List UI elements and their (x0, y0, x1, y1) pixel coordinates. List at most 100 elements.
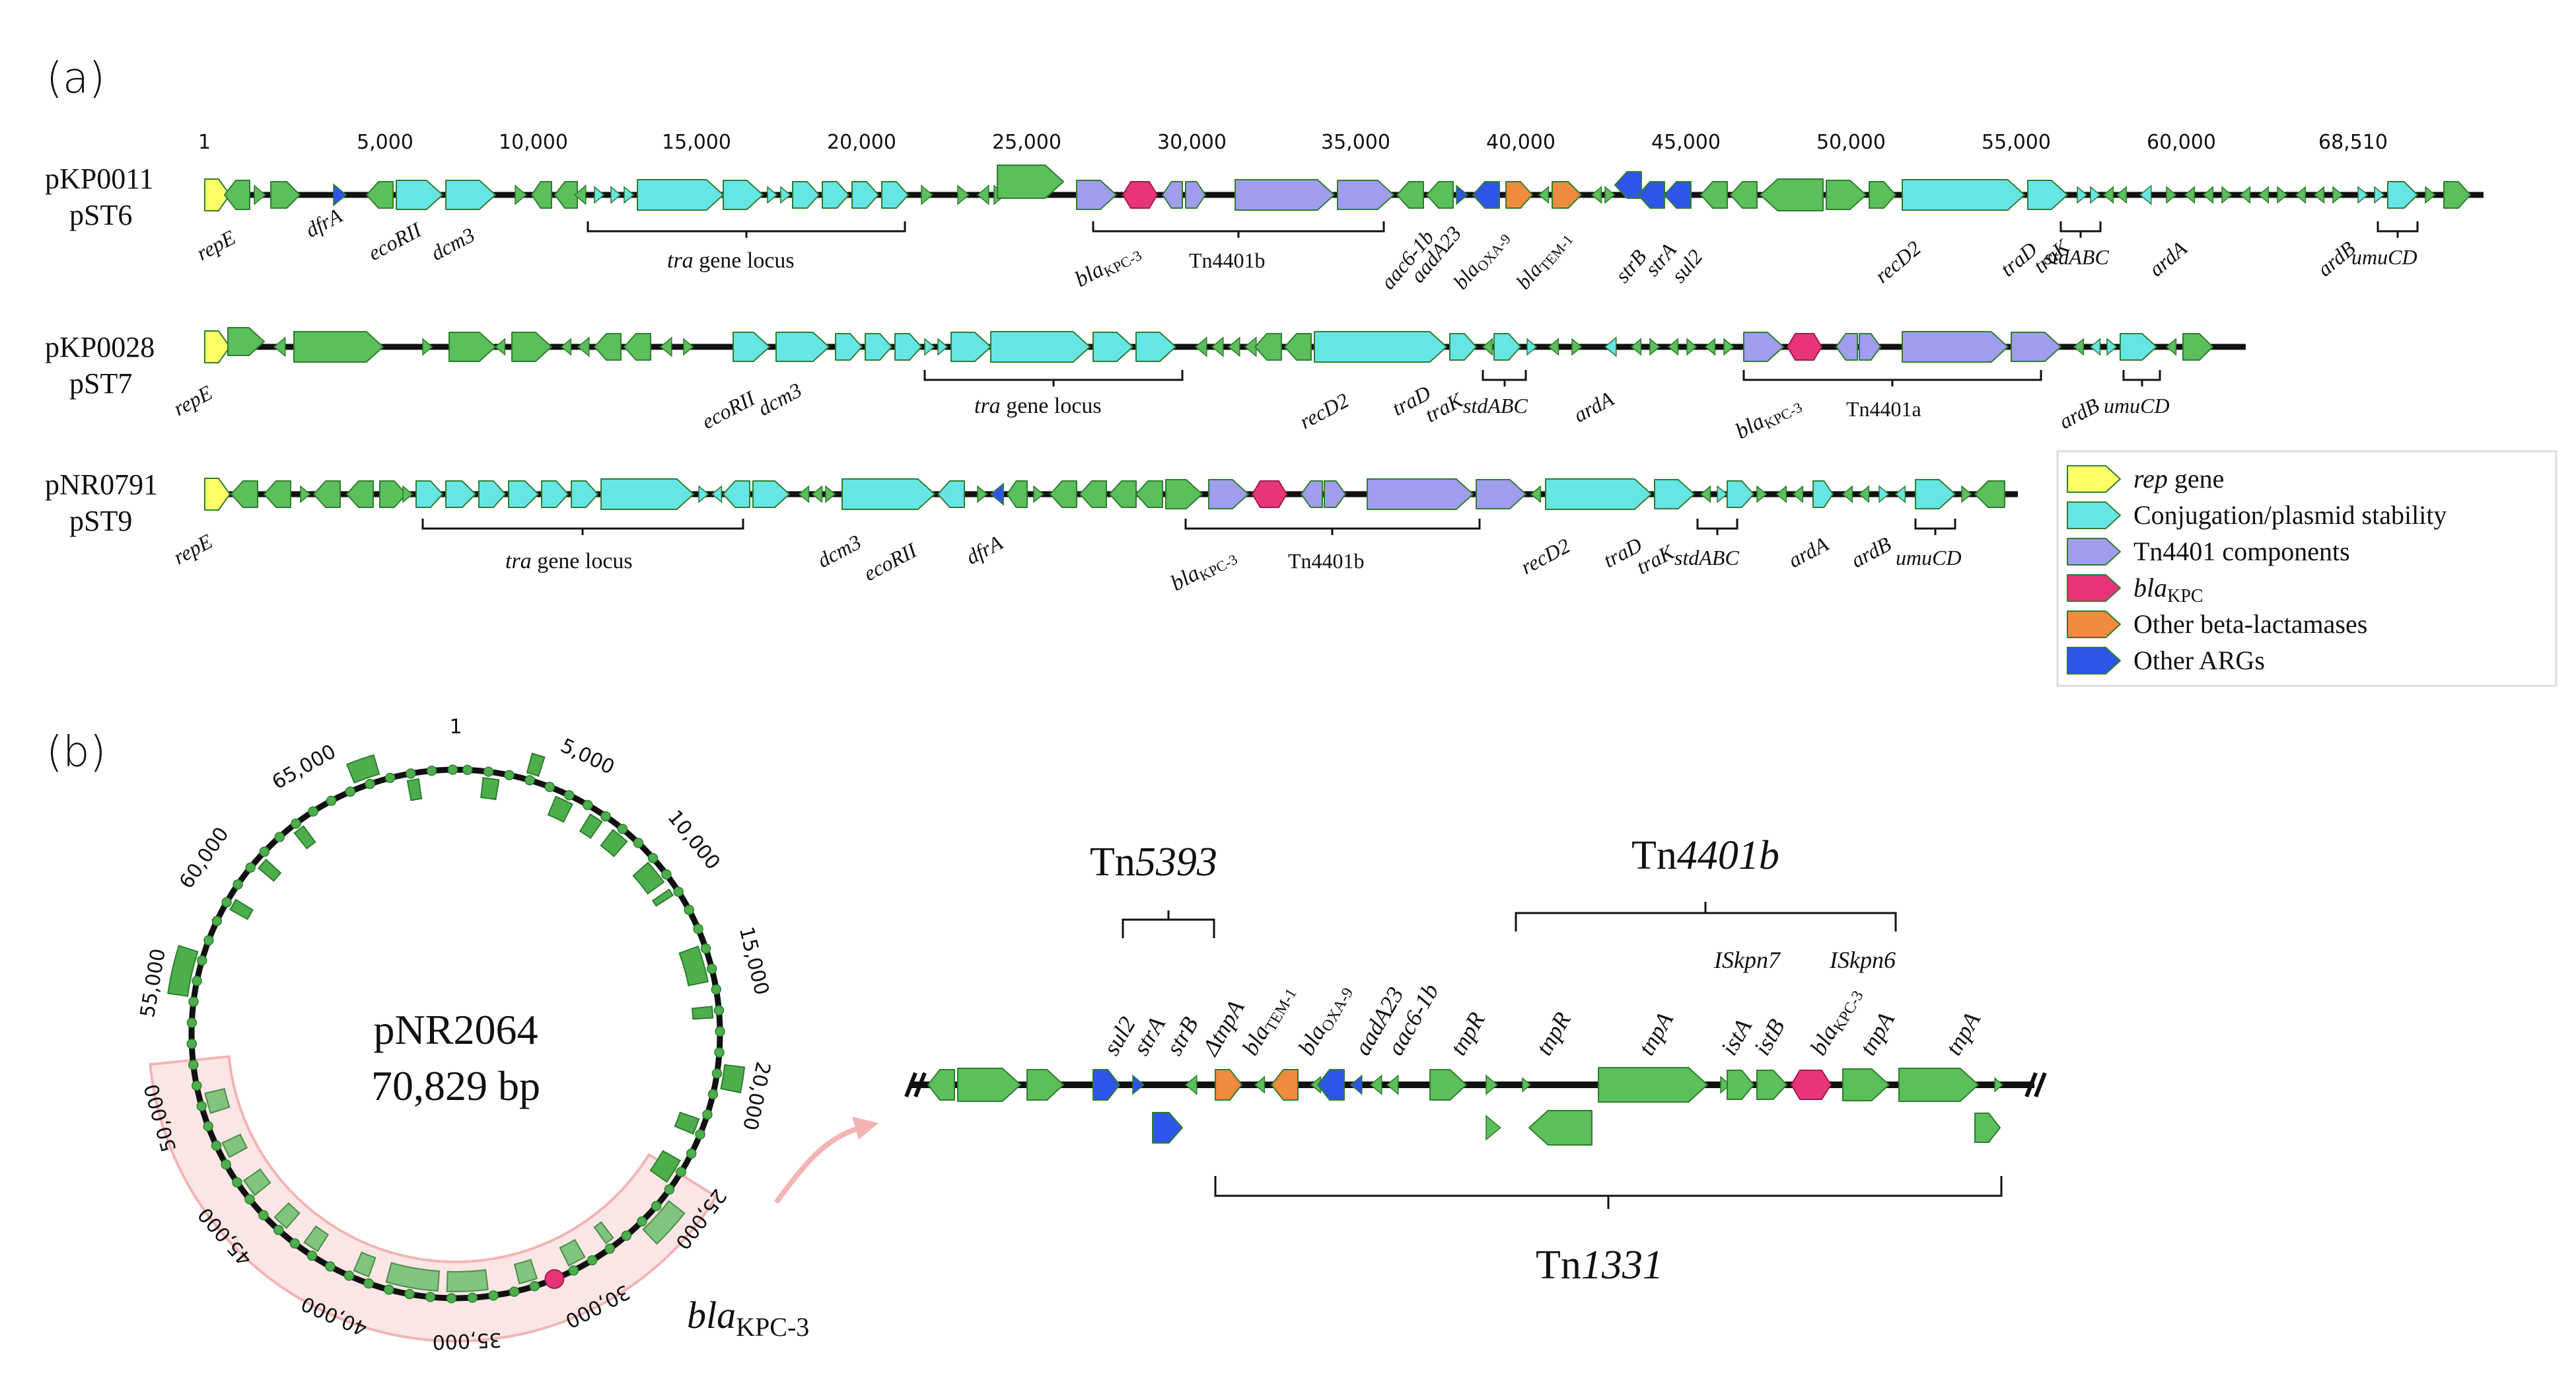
scale-tick: 68,510 (2318, 131, 2388, 154)
gene-arrow (1215, 1069, 1242, 1101)
circle-small-gene (211, 1140, 222, 1151)
gene-arrow (204, 330, 231, 363)
circle-small-gene (203, 1120, 213, 1132)
gene-labels: repE dfrA ecoRII dcm3 Tn4401b aac6-1b aa… (192, 203, 2417, 293)
circle-gene (273, 1202, 301, 1229)
gene-labels: repE ecoRII dcm3 recD2 traD traK stdABC … (169, 378, 2169, 433)
gene-arrow (1526, 338, 1538, 356)
circle-small-gene (343, 1270, 355, 1281)
gene-arrow (293, 331, 384, 363)
gene-arrow (1530, 485, 1542, 503)
bla-kpc-label: blaKPC-3 (1731, 390, 1805, 445)
gene-arrow (841, 478, 935, 510)
circle-small-gene (693, 924, 703, 934)
umucd-bracket (1914, 519, 1956, 535)
circle-small-gene (447, 764, 458, 775)
gene-arrow (594, 333, 622, 361)
gene-label: Tn4401b (1189, 248, 1266, 272)
detail-label: tnpA (1854, 1007, 1900, 1060)
gene-arrow (1456, 184, 1468, 205)
gene-arrow (624, 333, 651, 361)
gene-arrow (1109, 480, 1137, 508)
gene-arrow (1324, 480, 1346, 508)
gene-arrow (698, 485, 709, 503)
gene-arrow (227, 327, 265, 356)
gene-arrow (445, 180, 496, 210)
circle-gene (303, 1225, 330, 1253)
gene-arrow (346, 480, 374, 508)
tn4401-bracket (1184, 519, 1481, 535)
gene-arrow (1664, 181, 1692, 209)
gene-arrow (1482, 338, 1493, 356)
circle-small-gene (188, 996, 199, 1007)
gene-arrow (723, 180, 764, 210)
gene-arrow (2239, 186, 2251, 204)
gene-arrow (2090, 186, 2101, 204)
circle-small-gene (233, 879, 243, 890)
circle-tick-label: 55,000 (136, 947, 170, 1019)
circle-small-gene (259, 846, 270, 857)
gene-arrow (2387, 181, 2418, 209)
gene-arrow (1485, 1074, 1498, 1095)
gene-arrow (1842, 1068, 1890, 1101)
stdabc-bracket (2059, 221, 2102, 238)
gene-arrow (1699, 485, 1711, 503)
gene-arrow (997, 165, 1064, 199)
gene-arrow (1604, 186, 1616, 204)
scale-tick: 35,000 (1321, 131, 1390, 154)
gene-arrow (494, 338, 506, 356)
gene-arrow (313, 480, 341, 508)
gene-arrow (1317, 1069, 1345, 1101)
circle-small-gene (583, 799, 593, 811)
gene-arrow (2139, 184, 2152, 205)
legend-text: Other beta-lactamases (2133, 609, 2367, 639)
gene-arrow (1493, 333, 1521, 361)
gene-arrow (1472, 181, 1500, 209)
gene-arrow (2295, 186, 2307, 204)
gene-arrow (811, 485, 823, 503)
circle-gene (167, 945, 199, 997)
gene-arrow (924, 338, 935, 356)
gene-label: ecoRII (698, 386, 759, 433)
circle-gene (632, 862, 665, 895)
circle-genes (167, 752, 746, 1303)
gene-arrow (531, 181, 552, 209)
gene-arrow (1337, 180, 1394, 210)
gene-arrow (927, 1069, 955, 1101)
circle-small-gene (673, 886, 684, 897)
gene-arrow (1743, 332, 1784, 362)
circle-small-gene (308, 806, 318, 817)
panel-a: 1 5,000 10,000 15,000 20,000 25,000 30,0… (45, 131, 2558, 687)
gene-label: recD2 (1295, 388, 1352, 433)
track-st: pST9 (69, 505, 132, 537)
gene-arrow (881, 181, 909, 209)
gene-arrow (1630, 338, 1642, 356)
gene-arrow (1234, 179, 1335, 211)
gene-arrow (1915, 479, 1956, 509)
legend-item-label: rep gene (2133, 464, 2224, 494)
gene-arrow (2425, 186, 2436, 204)
gene-arrow (2116, 186, 2128, 204)
gene-arrow (1185, 181, 1206, 209)
tn4401-bracket (1742, 370, 2042, 386)
gene-arrow (2184, 186, 2196, 204)
legend-text: KPC (2167, 586, 2203, 606)
gene-arrow (1894, 485, 1906, 503)
circle-gene (600, 828, 628, 858)
gene-label: dcm3 (754, 378, 805, 420)
gene-arrow (2089, 338, 2101, 356)
gene-label: dcm3 (427, 223, 478, 265)
circle-gene (691, 1006, 714, 1020)
gene-arrow (798, 485, 810, 503)
gene-arrow (1552, 181, 1582, 209)
circle-small-gene (345, 786, 356, 797)
legend-item-label: Other beta-lactamases (2133, 609, 2367, 639)
gene-arrows (204, 478, 2005, 511)
gene-arrow (792, 181, 820, 209)
gene-arrow (1637, 181, 1665, 209)
gene-arrow (2374, 186, 2385, 204)
gene-arrow (1598, 1067, 1708, 1103)
gene-arrow (2165, 338, 2177, 356)
detail-label: tnpA (1940, 1007, 1986, 1060)
gene-arrow (637, 179, 724, 211)
